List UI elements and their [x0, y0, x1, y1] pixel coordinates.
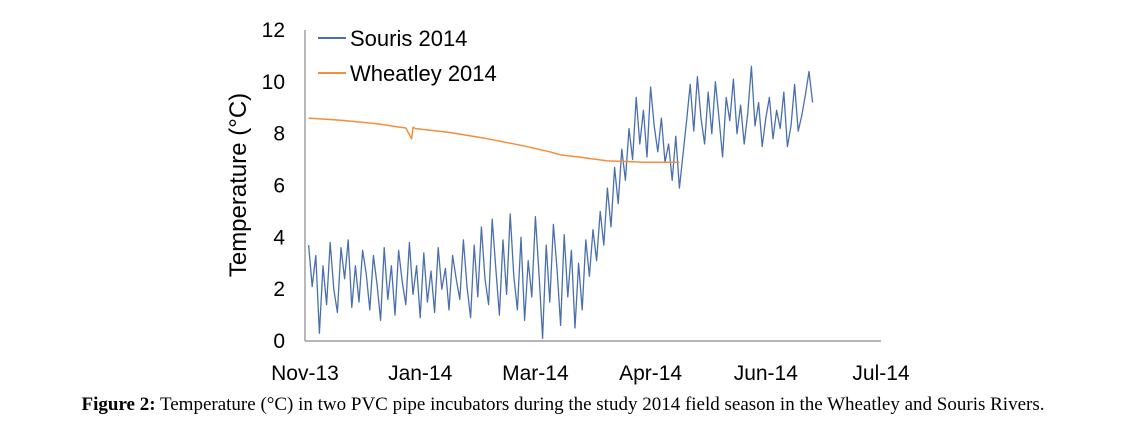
y-tick-label: 12: [262, 19, 285, 42]
y-tick-label: 4: [273, 226, 285, 249]
x-tick-label: Mar-14: [502, 362, 569, 385]
y-tick-label: 0: [273, 330, 285, 353]
x-tick-labels: Nov-13 Jan-14 Mar-14 Apr-14 Jun-14 Jul-14: [271, 362, 910, 385]
x-tick-label: Nov-13: [271, 362, 339, 385]
legend: Souris 2014 Wheatley 2014: [318, 26, 497, 86]
x-tick-label: Apr-14: [619, 362, 682, 385]
x-tick-label: Jan-14: [388, 362, 453, 385]
temperature-chart: 0 2 4 6 8 10 12 Nov-13 Jan-14 Mar-14 Apr-14 Jun-14…: [225, 19, 910, 385]
legend-label: Souris 2014: [350, 26, 467, 51]
series-line-souris-2014: [307, 65, 814, 340]
figure-caption: Figure 2: Temperature (°C) in two PVC pi…: [0, 394, 1126, 416]
caption-text: Temperature (°C) in two PVC pipe incubat…: [155, 394, 1045, 415]
y-tick-labels: 0 2 4 6 8 10 12: [262, 19, 286, 353]
y-tick-label: 10: [262, 71, 285, 94]
y-tick-label: 2: [273, 278, 285, 301]
series-layer: [307, 65, 814, 340]
y-axis-title: Temperature (°C): [225, 93, 252, 277]
x-tick-label: Jun-14: [734, 362, 799, 385]
y-tick-label: 8: [273, 123, 285, 146]
legend-label: Wheatley 2014: [350, 61, 497, 86]
y-tick-label: 6: [273, 175, 285, 198]
x-tick-label: Jul-14: [852, 362, 910, 385]
series-line-wheatley-2014: [308, 117, 680, 163]
caption-lead: Figure 2:: [81, 394, 156, 415]
axes: [304, 30, 881, 342]
